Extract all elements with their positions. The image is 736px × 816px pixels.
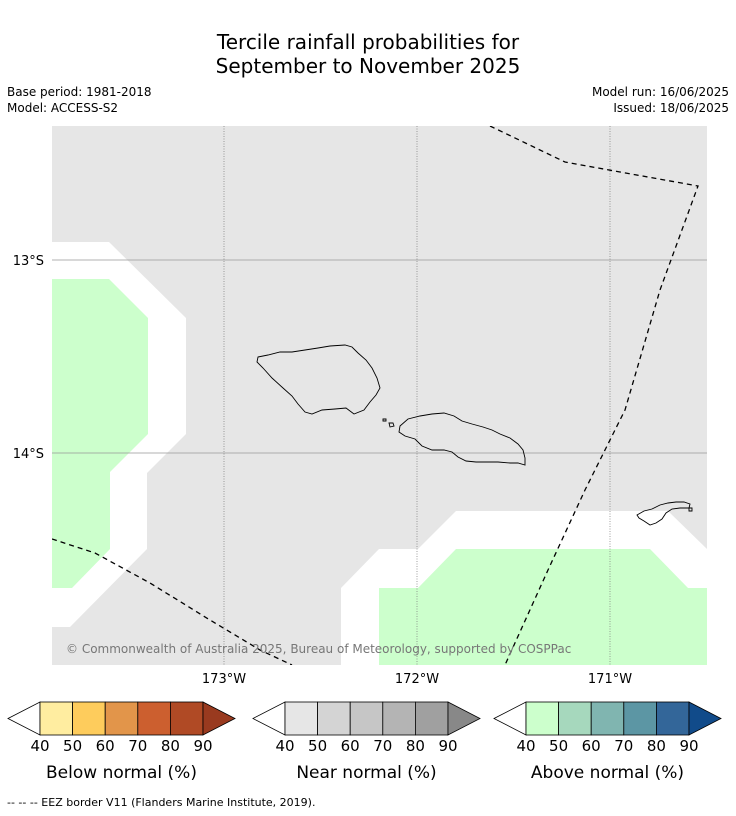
lon-label-172w: 172°W [395, 672, 439, 687]
title-line-1: Tercile rainfall probabilities for [216, 30, 520, 54]
eez-border-north [489, 126, 699, 665]
colorbar-upper-extend [202, 701, 236, 736]
colorbar-label: Below normal (%) [46, 763, 197, 783]
colorbar-tick-label: 90 [193, 737, 212, 755]
colorbar-tick-label: 40 [30, 737, 49, 755]
colorbar-segment [137, 701, 171, 736]
colorbar-segment [623, 701, 657, 736]
island-aunuu [688, 507, 693, 512]
base-period: Base period: 1981-2018 [7, 85, 152, 99]
model-run: Model run: 16/06/2025 [591, 85, 729, 99]
colorbar-group: 40 50 60 70 80 90 Below normal (%) 40 50 60 70 80 90… [7, 701, 722, 783]
island-savaii [256, 344, 381, 415]
colorbar-upper-extend [447, 701, 481, 736]
colorbar-lower-extend [493, 701, 527, 736]
map-copyright: © Commonwealth of Australia 2025, Bureau… [66, 642, 571, 656]
colorbar-tick-label: 50 [63, 737, 82, 755]
above-normal-region-west [52, 279, 148, 588]
colorbar-segment [72, 701, 106, 736]
colorbar-3: 40 50 60 70 80 90 Above normal (%) [493, 701, 722, 783]
colorbar-tick-label: 70 [373, 737, 392, 755]
eez-border-southwest [52, 538, 293, 665]
meta-right: Model run: 16/06/2025 Issued: 18/06/2025 [592, 84, 729, 116]
colorbar-tick-label: 80 [161, 737, 180, 755]
colorbar-upper-extend [688, 701, 722, 736]
colorbar-tick-label: 60 [341, 737, 360, 755]
issued-date: Issued: 18/06/2025 [613, 101, 729, 115]
above-normal-region-southeast [379, 549, 707, 665]
colorbar-segment [317, 701, 351, 736]
lon-label-173w: 173°W [202, 672, 246, 687]
colorbar-segment [382, 701, 416, 736]
colorbar-label: Near normal (%) [296, 763, 436, 783]
lat-label-13s: 13°S [13, 254, 44, 269]
colorbar-tick-label: 80 [406, 737, 425, 755]
colorbar-segment [525, 701, 559, 736]
lat-label-14s: 14°S [13, 447, 44, 462]
colorbar-label: Above normal (%) [531, 763, 684, 783]
colorbar-tick-label: 50 [308, 737, 327, 755]
colorbar-segment [39, 701, 73, 736]
colorbar-1: 40 50 60 70 80 90 Below normal (%) [7, 701, 236, 783]
lon-label-171w: 171°W [588, 672, 632, 687]
colorbar-tick-label: 80 [647, 737, 666, 755]
colorbar-segment [284, 701, 318, 736]
colorbar-tick-label: 90 [679, 737, 698, 755]
colorbar-segment [558, 701, 592, 736]
island-tutuila [636, 501, 691, 526]
island-manono [382, 418, 387, 422]
colorbar-tick-label: 40 [275, 737, 294, 755]
colorbar-segment [169, 701, 204, 736]
island-apolima [388, 422, 395, 428]
colorbar-segment [349, 701, 384, 736]
colorbar-tick-label: 70 [614, 737, 633, 755]
colorbar-segment [414, 701, 449, 736]
colorbar-tick-label: 70 [128, 737, 147, 755]
chart-title: Tercile rainfall probabilities for Septe… [0, 30, 736, 78]
model-name: Model: ACCESS-S2 [7, 101, 119, 115]
colorbar-tick-label: 60 [96, 737, 115, 755]
colorbar-tick-label: 50 [549, 737, 568, 755]
meta-left: Base period: 1981-2018 Model: ACCESS-S2 [7, 84, 152, 116]
title-line-2: September to November 2025 [215, 54, 521, 78]
colorbar-lower-extend [252, 701, 286, 736]
colorbar-segment [590, 701, 625, 736]
eez-footnote: -- -- -- EEZ border V11 (Flanders Marine… [7, 796, 316, 809]
colorbar-segment [104, 701, 139, 736]
island-upolu [398, 412, 526, 466]
colorbar-tick-label: 60 [582, 737, 601, 755]
colorbar-tick-label: 90 [438, 737, 457, 755]
colorbar-lower-extend [7, 701, 41, 736]
colorbar-tick-label: 40 [516, 737, 535, 755]
colorbar-segment [656, 701, 690, 736]
